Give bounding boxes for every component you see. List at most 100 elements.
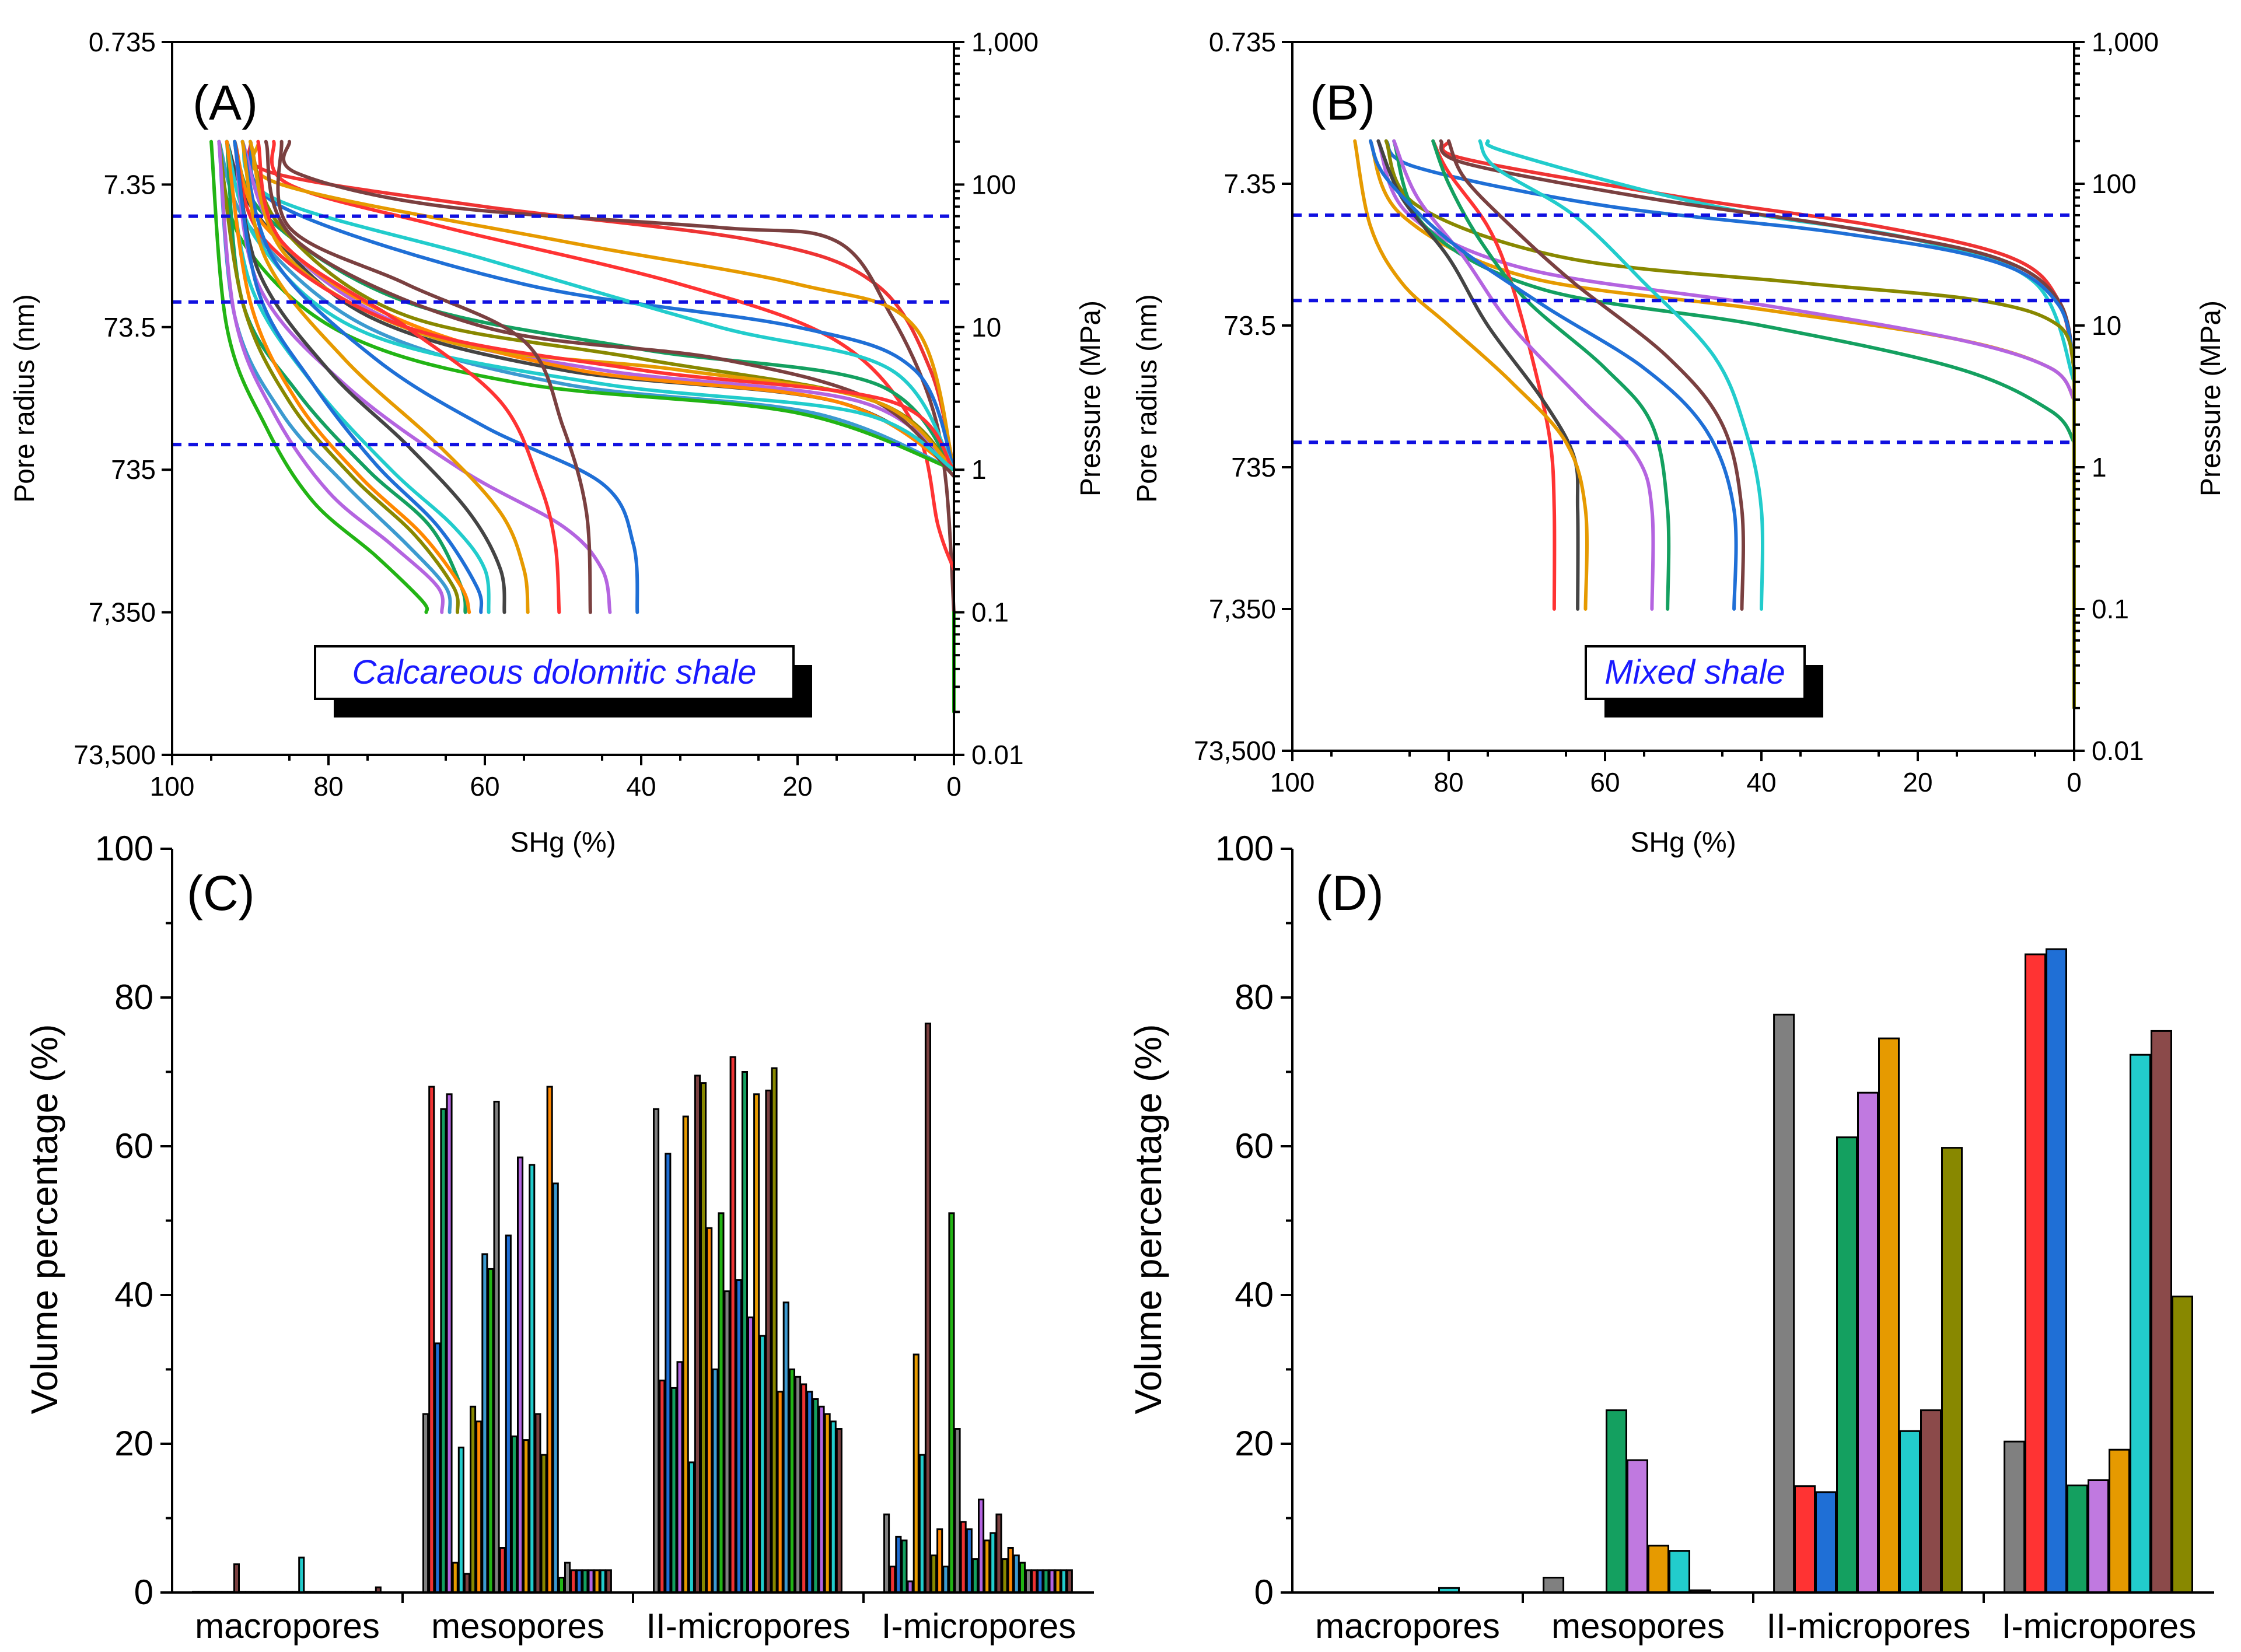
panel-d-y-axis-title: Volume percentage (%): [1127, 1024, 1169, 1415]
panel-d-bar: [2172, 1296, 2193, 1594]
panel-d-bar: [1920, 1409, 1942, 1594]
panel-b-legend: Mixed shale: [1585, 645, 1823, 718]
panel-b-curve-6: [1369, 139, 2076, 402]
panel-d-bar: [1836, 1136, 1858, 1594]
panel-a-x-tick-label: 80: [313, 771, 343, 802]
panel-c-bar: [428, 1086, 435, 1594]
panel-c-bar: [582, 1569, 589, 1594]
panel-b-curve-7: [1376, 139, 2076, 402]
panel-a-legend: Calcareous dolomitic shale: [314, 645, 812, 718]
panel-c-bar: [901, 1539, 908, 1594]
panel-d-bar: [1899, 1430, 1921, 1594]
panel-c-bar: [1048, 1569, 1055, 1594]
panel-d-bar: [1857, 1091, 1879, 1594]
panel-d-bar: [1606, 1409, 1627, 1594]
panel-b-right-tick-label: 100: [2092, 169, 2137, 199]
panel-c-bar: [1031, 1569, 1038, 1594]
panel-d-bars: [1438, 948, 2193, 1594]
panel-c-bar: [735, 1279, 742, 1594]
panel-c-bar: [440, 1108, 447, 1594]
panel-b-curve-15: [1369, 139, 1738, 611]
panel-b-curve-11: [1353, 139, 1589, 611]
panel-b-curve-13: [1431, 139, 1671, 611]
panel-b-curve-4: [1384, 139, 2076, 370]
panel-d-bar: [1773, 1013, 1795, 1594]
panel-c-bar: [1054, 1569, 1061, 1594]
panel-b-left-tick-label: 735: [1231, 452, 1276, 482]
panel-d-category-label: I-micropores: [2002, 1606, 2196, 1646]
panel-d-label: (D): [1316, 866, 1384, 921]
panel-c-bar: [593, 1569, 600, 1594]
panel-c-bar: [765, 1089, 772, 1594]
panel-c-bar: [995, 1513, 1002, 1594]
panel-b-right-tick-label: 1: [2092, 452, 2107, 482]
panel-c-bar: [446, 1093, 453, 1594]
panel-d-bar: [2004, 1440, 2026, 1594]
panel-c-bar: [942, 1565, 949, 1594]
panel-d-bar: [1794, 1485, 1816, 1594]
panel-c-bar: [434, 1342, 441, 1594]
panel-c-bar: [298, 1556, 305, 1594]
panel-c-bar: [759, 1335, 766, 1594]
panel-a-curve-22: [240, 139, 530, 614]
panel-b-label: (B): [1310, 75, 1375, 130]
panel-a-x-tick-label: 40: [626, 771, 656, 802]
panel-c-volume-bars: 0 20 40 60 80 100 macropores mesopores II-microp…: [23, 829, 1094, 1646]
panel-d-bar: [1648, 1545, 1669, 1594]
panel-c-bar: [960, 1521, 967, 1594]
panel-a-left-axis-title: Pore radius (nm): [9, 294, 40, 502]
panel-c-bar: [830, 1420, 837, 1594]
panel-a-x-axis-title: SHg (%): [510, 827, 616, 858]
panel-b-x-tick-label: 40: [1746, 767, 1776, 797]
panel-a-x-tick-label: 20: [782, 771, 812, 802]
panel-a-right-tick-label: 100: [971, 169, 1016, 200]
panel-d-category-label: mesopores: [1551, 1606, 1725, 1646]
panel-c-bar: [984, 1539, 991, 1594]
panel-c-y-axis-title: Volume percentage (%): [23, 1024, 65, 1415]
panel-b-left-axis-title: Pore radius (nm): [1132, 294, 1163, 502]
panel-c-bar: [552, 1182, 559, 1594]
panel-b-curve-10: [1376, 139, 1580, 611]
panel-a-curve-30: [225, 139, 471, 614]
panel-c-bar: [659, 1380, 666, 1594]
panel-c-bar: [493, 1101, 500, 1594]
panel-c-bar: [907, 1580, 914, 1594]
panel-b-plot-frame: [1291, 41, 2075, 752]
panel-b-right-tick-label: 1,000: [2092, 27, 2159, 57]
panel-c-bar: [966, 1528, 973, 1594]
panel-c-bar: [688, 1461, 695, 1594]
panel-c-bar: [422, 1413, 429, 1594]
panel-a-plot-frame: [171, 41, 955, 756]
panel-d-bar: [1627, 1459, 1648, 1594]
panel-b-x-tick-label: 100: [1270, 767, 1315, 797]
panel-d-y-tick-label: 60: [1235, 1126, 1274, 1166]
panel-c-bar: [682, 1115, 689, 1594]
panel-a-x-tick-label: 100: [150, 771, 195, 802]
panel-b-x-tick-label: 0: [2067, 767, 2082, 797]
panel-d-bar: [2130, 1054, 2151, 1594]
panel-a-curve-12: [217, 139, 956, 472]
panel-d-bar: [2046, 948, 2067, 1594]
panel-b-curve-14: [1447, 139, 1745, 611]
panel-c-category-label: mesopores: [431, 1606, 604, 1646]
panel-c-bar: [653, 1108, 660, 1594]
panel-c-bar: [918, 1454, 925, 1594]
panel-c-bar: [1060, 1569, 1067, 1594]
panel-d-y-tick-label: 80: [1235, 978, 1274, 1017]
panel-a-curve-23: [233, 139, 506, 614]
panel-c-bar: [889, 1565, 896, 1594]
panel-b-legend-box: [1585, 645, 1806, 700]
panel-b-curves: [1353, 139, 2076, 710]
panel-c-bar: [936, 1528, 943, 1594]
panel-c-bar: [457, 1446, 464, 1594]
panel-b-x-axis-title: SHg (%): [1630, 827, 1736, 858]
panel-a-left-tick-label: 735: [111, 454, 156, 485]
panel-d-bar: [2151, 1030, 2172, 1594]
panel-c-y-tick-label: 60: [114, 1126, 153, 1166]
panel-c-bar: [523, 1439, 530, 1594]
panel-c-bars: [192, 1023, 1073, 1594]
panel-d-category-label: II-micropores: [1766, 1606, 1970, 1646]
panel-c-bar: [605, 1569, 612, 1594]
